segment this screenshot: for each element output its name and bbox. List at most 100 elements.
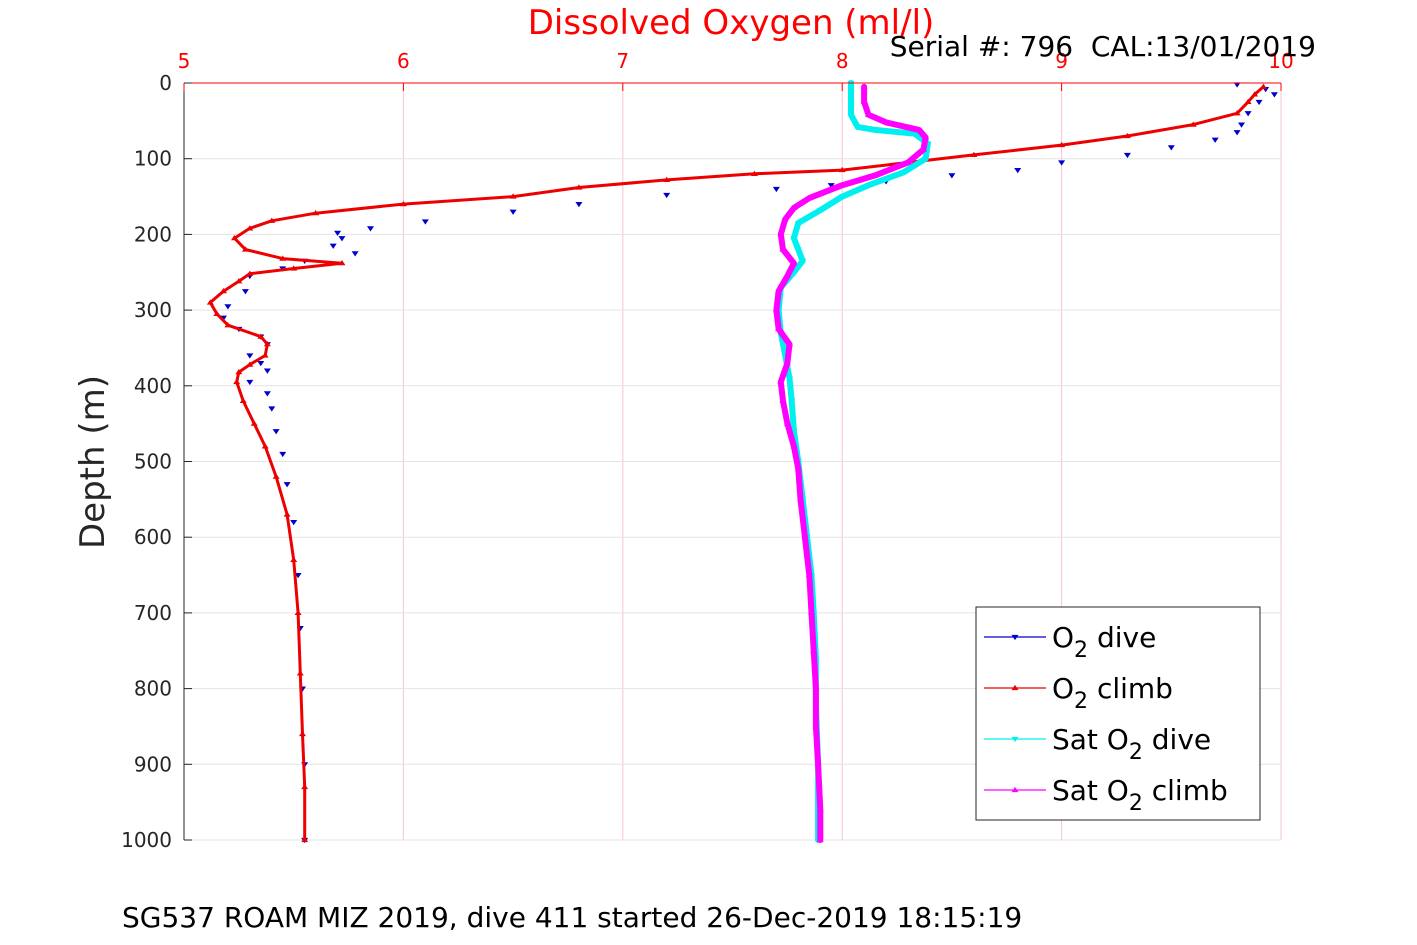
- sat_climb-point-25: [790, 443, 798, 449]
- sat_climb-point-32: [812, 685, 820, 691]
- y-tick-label-6: 600: [134, 525, 172, 549]
- sat_climb-point-7: [904, 159, 912, 165]
- o2_climb-point-31: [261, 352, 269, 358]
- o2_climb-point-38: [272, 473, 280, 479]
- sat_climb-point-4: [915, 126, 923, 133]
- o2_dive-point-24: [351, 251, 359, 257]
- o2_dive-point-8: [1167, 145, 1175, 151]
- y-tick-label-0: 0: [159, 71, 172, 95]
- o2_dive-point-19: [421, 219, 429, 225]
- o2_dive-point-38: [263, 391, 271, 397]
- o2_dive-point-29: [224, 304, 232, 310]
- o2_climb-point-23: [246, 270, 254, 276]
- sat_climb-point-36: [816, 836, 824, 843]
- sat_climb-point-13: [777, 231, 785, 237]
- sat_dive-point-2: [847, 112, 855, 118]
- o2_dive-point-14: [827, 183, 835, 189]
- series-layer: [206, 80, 1278, 844]
- x-tick-labels: 5 6 7 8 9 10: [178, 49, 1294, 91]
- sat_dive-point-3: [854, 124, 862, 131]
- sat_climb-point-18: [772, 306, 780, 313]
- o2_climb-point-18: [230, 235, 238, 241]
- sat_climb-point-5: [922, 134, 930, 140]
- sat_climb-point-3: [882, 119, 890, 125]
- sat_climb-point-23: [779, 397, 787, 404]
- o2_climb-point-33: [235, 369, 243, 375]
- o2_climb-point-22: [290, 265, 298, 271]
- o2_climb-point-42: [296, 670, 304, 676]
- sat_dive-point-4: [871, 127, 879, 134]
- o2_dive-point-4: [1244, 111, 1252, 117]
- sat_climb-point-24: [783, 420, 791, 426]
- o2_dive-point-5: [1238, 122, 1246, 128]
- o2_dive-point-12: [948, 173, 956, 179]
- o2_climb-point-9: [838, 166, 846, 173]
- series-sat_climb: [772, 83, 930, 843]
- chart-footer: SG537 ROAM MIZ 2019, dive 411 started 26…: [122, 901, 1022, 934]
- o2_dive-point-35: [257, 360, 265, 367]
- o2_climb-point-28: [224, 322, 232, 328]
- o2_dive-point-39: [268, 406, 276, 412]
- sat_climb-point-34: [814, 761, 822, 767]
- sat_dive-point-8: [900, 170, 908, 176]
- sat_climb-point-14: [779, 246, 787, 252]
- o2_climb-point-12: [575, 184, 583, 190]
- y-tick-label-3: 300: [134, 298, 172, 322]
- o2_climb-point-17: [246, 225, 254, 231]
- o2_dive-point-23: [329, 243, 337, 249]
- sat_climb-point-22: [777, 378, 785, 385]
- o2_dive-point-43: [290, 519, 298, 526]
- o2_climb-point-20: [279, 255, 287, 261]
- o2_dive-point-37: [246, 379, 254, 386]
- o2_climb-point-10: [750, 170, 758, 176]
- o2_climb-point-4: [1189, 121, 1197, 127]
- o2_climb-line: [208, 85, 1265, 842]
- sat_dive-point-14: [794, 247, 802, 253]
- o2_climb-point-24: [235, 278, 243, 284]
- o2_climb-point-16: [268, 217, 276, 223]
- o2_climb-point-34: [233, 378, 241, 385]
- o2_dive-point-15: [772, 186, 780, 193]
- o2_dive-point-22: [338, 236, 346, 242]
- sat_climb-point-15: [790, 260, 798, 266]
- sat_climb-point-10: [805, 194, 813, 201]
- o2_dive-point-28: [241, 289, 249, 295]
- legend-label-3: Sat O2 climb: [1052, 774, 1228, 816]
- sat_climb-point-9: [838, 182, 846, 188]
- sat_climb-point-12: [781, 216, 789, 222]
- o2_dive-point-41: [279, 451, 287, 458]
- o2_climb-point-40: [290, 556, 298, 563]
- y-tick-label-7: 700: [134, 601, 172, 625]
- legend-label-1: O2 climb: [1052, 672, 1173, 714]
- o2_climb-point-37: [261, 443, 269, 449]
- y-tick-label-9: 900: [134, 752, 172, 776]
- sat_dive-point-11: [816, 208, 824, 214]
- o2_climb-point-11: [663, 176, 671, 182]
- o2_climb-point-29: [257, 333, 265, 339]
- o2_climb-point-19: [241, 246, 249, 252]
- sat_climb-point-11: [790, 204, 798, 211]
- o2_dive-point-0: [1233, 82, 1241, 88]
- o2_climb-point-3: [1233, 110, 1241, 116]
- o2_dive-point-18: [509, 209, 517, 215]
- sat_dive-point-22: [788, 398, 796, 405]
- sat_dive-point-13: [790, 236, 798, 242]
- sat_dive-point-12: [794, 220, 802, 227]
- sat_climb-point-33: [812, 723, 820, 729]
- legend-label-2: Sat O2 dive: [1052, 723, 1211, 765]
- o2_dive-point-7: [1211, 137, 1219, 143]
- sat_dive-point-5: [911, 131, 919, 137]
- o2_dive-point-20: [366, 226, 374, 232]
- o2_dive-point-10: [1058, 160, 1066, 166]
- x-tick-label-0: 5: [178, 49, 191, 73]
- o2_dive-point-6: [1233, 130, 1241, 136]
- sat_dive-point-9: [865, 183, 873, 189]
- sat_climb-point-27: [797, 496, 805, 502]
- sat_climb-point-2: [865, 111, 873, 117]
- o2_dive-point-16: [663, 192, 671, 199]
- o2_climb-point-0: [1259, 83, 1267, 89]
- o2_climb-point-32: [246, 361, 254, 367]
- o2_dive-point-40: [272, 429, 280, 435]
- o2_dive-point-3: [1255, 99, 1263, 106]
- o2_climb-point-15: [312, 210, 320, 216]
